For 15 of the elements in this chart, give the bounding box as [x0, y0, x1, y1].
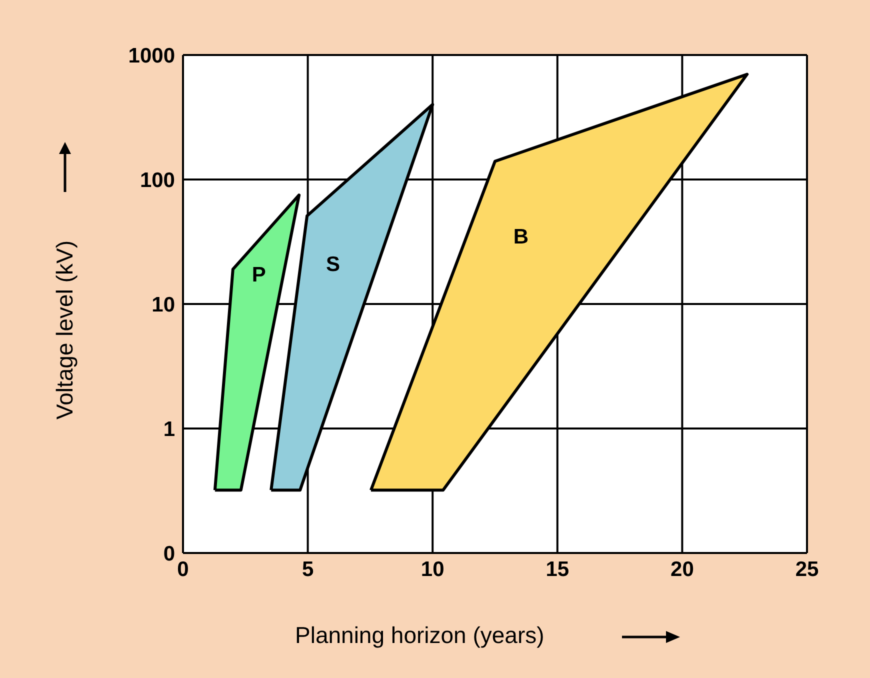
y-tick-label: 1000	[128, 44, 175, 68]
y-tick-label: 1	[163, 418, 176, 441]
x-tick-label: 15	[546, 558, 570, 581]
x-tick-label: 25	[795, 558, 819, 581]
x-tick-label: 10	[420, 558, 444, 581]
series-label: S	[326, 252, 340, 276]
x-axis-title: Planning horizon (years)	[295, 622, 544, 649]
y-tick-label: 10	[152, 293, 175, 316]
series-label: P	[252, 263, 266, 286]
y-tick-label: 0	[163, 542, 175, 566]
series-label: B	[513, 225, 529, 248]
x-tick-label: 5	[302, 558, 314, 581]
x-tick-label: 20	[670, 558, 694, 581]
y-axis-title: Voltage level (kV)	[52, 240, 78, 420]
y-tick-label: 100	[140, 168, 175, 192]
